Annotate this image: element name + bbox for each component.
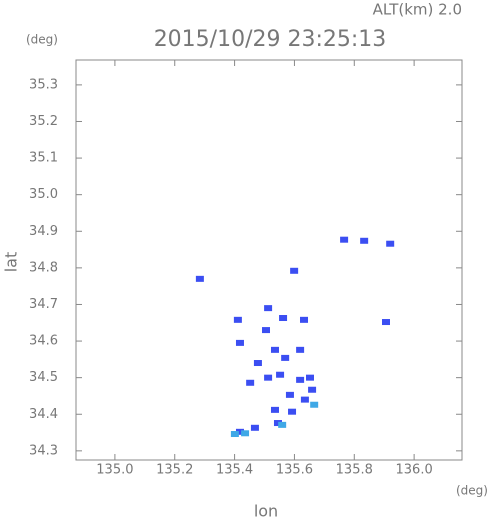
echo — [296, 376, 305, 383]
echo — [235, 428, 244, 435]
y-tick-label: 34.3 — [29, 443, 58, 458]
echo — [279, 315, 288, 322]
echo — [262, 327, 271, 334]
x-tick-label: 135.8 — [336, 463, 373, 478]
y-tick-label: 35.0 — [29, 187, 58, 202]
y-tick-label: 34.8 — [29, 260, 58, 275]
y-tick-label: 35.1 — [29, 151, 58, 166]
echo — [195, 275, 204, 282]
echo — [241, 430, 250, 437]
y-tick-label: 34.4 — [29, 407, 58, 422]
y-tick-label: 34.6 — [29, 334, 58, 349]
echo — [281, 354, 290, 361]
echo — [250, 424, 259, 431]
y-tick-label: 35.3 — [29, 77, 58, 92]
y-tick-label: 35.2 — [29, 114, 58, 129]
chart-title: 2015/10/29 23:25:13 — [154, 27, 387, 52]
x-tick-label: 135.6 — [276, 463, 313, 478]
echo — [235, 339, 244, 346]
echo — [360, 237, 369, 244]
echo — [290, 267, 299, 274]
echo — [233, 316, 242, 323]
y-unit: (deg) — [26, 33, 58, 47]
echo — [386, 240, 395, 247]
echo — [296, 346, 305, 353]
echo — [276, 371, 285, 378]
echo — [273, 420, 282, 427]
echo — [340, 236, 349, 243]
echo — [246, 379, 255, 386]
echo — [300, 396, 309, 403]
echo — [288, 408, 297, 415]
y-tick-label: 34.5 — [29, 370, 58, 385]
echo — [270, 406, 279, 413]
x-tick-label: 136.0 — [396, 463, 433, 478]
echo — [305, 374, 314, 381]
echo — [230, 431, 239, 438]
y-label: lat — [2, 252, 21, 273]
echo — [270, 346, 279, 353]
x-unit: (deg) — [456, 484, 488, 498]
y-tick-label: 34.9 — [29, 224, 58, 239]
altitude: ALT(km) 2.0 — [373, 1, 462, 19]
echo — [253, 360, 262, 367]
echo — [300, 316, 309, 323]
echo — [308, 386, 317, 393]
echo — [264, 305, 273, 312]
x-tick-label: 135.2 — [156, 463, 193, 478]
x-tick-label: 135.4 — [216, 463, 253, 478]
plot-frame — [75, 59, 463, 461]
x-label: lon — [254, 502, 278, 521]
x-tick-label: 135.0 — [96, 463, 133, 478]
echo — [285, 391, 294, 398]
echo — [264, 374, 273, 381]
echo — [278, 421, 287, 428]
y-tick-label: 34.7 — [29, 297, 58, 312]
echo — [310, 401, 319, 408]
echo — [381, 319, 390, 326]
